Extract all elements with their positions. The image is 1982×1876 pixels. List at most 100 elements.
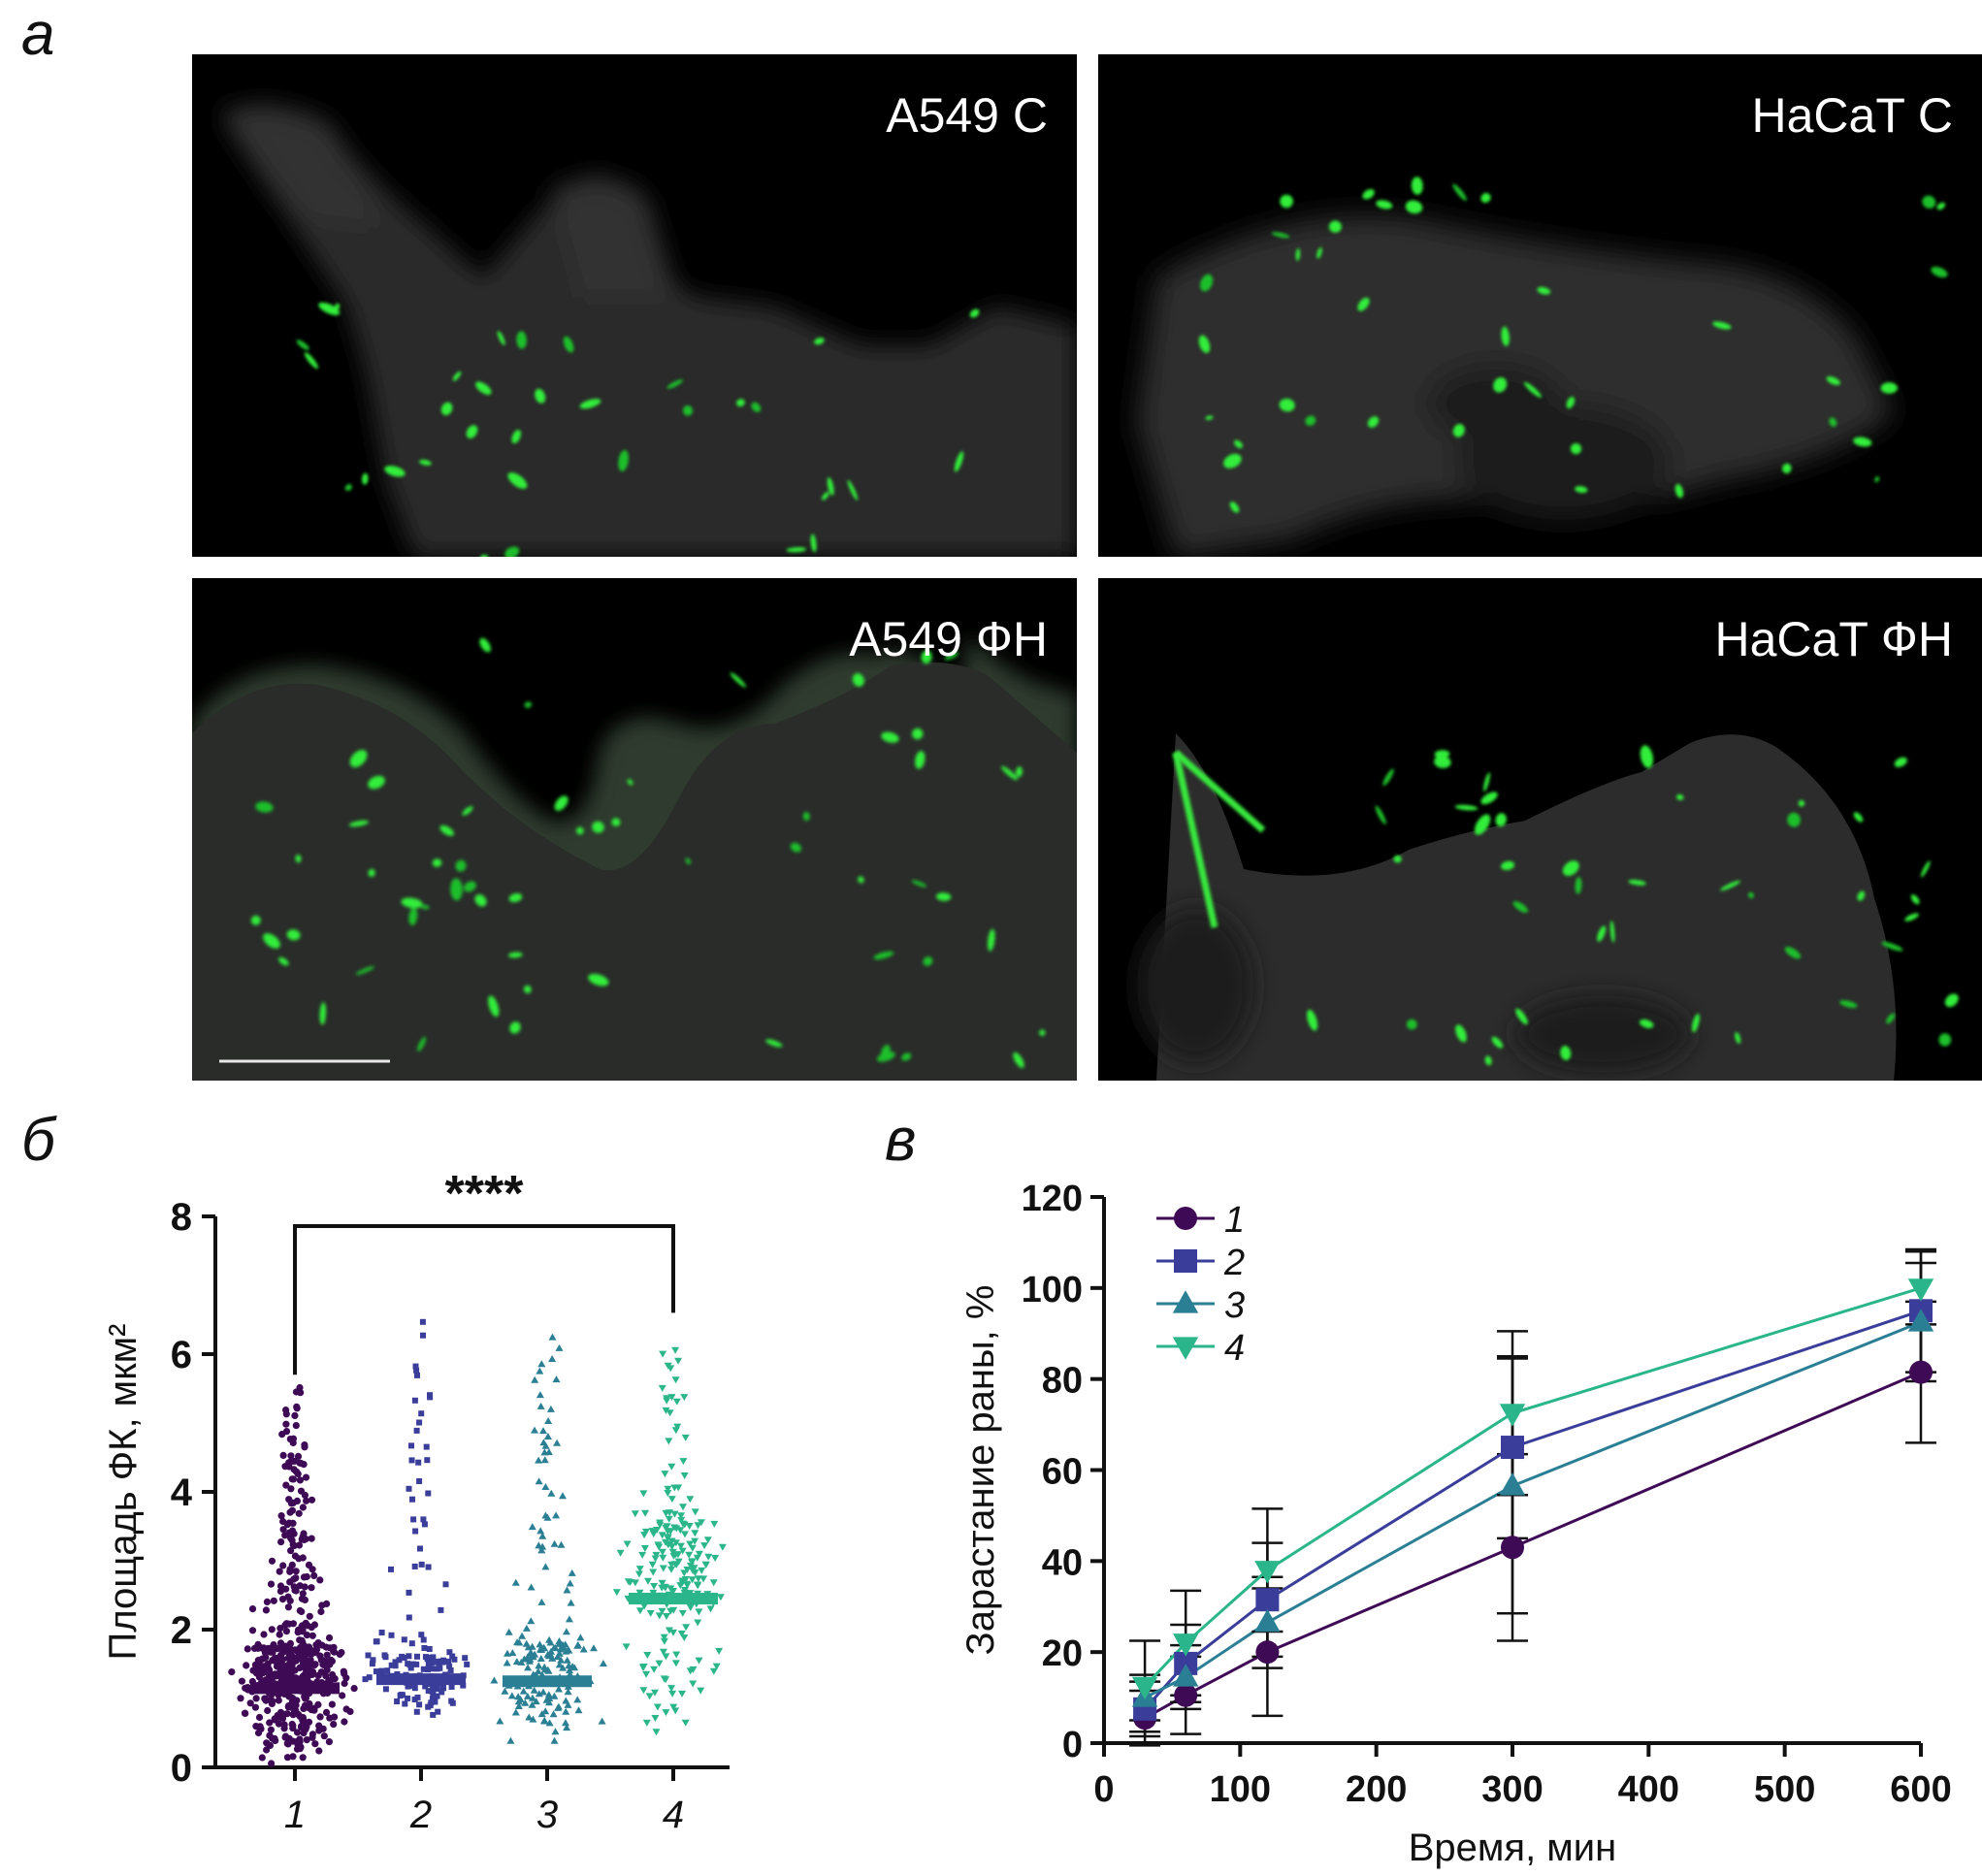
data-point [541,1483,550,1490]
data-point [283,1521,291,1529]
micrograph-hacat-fn-image [1137,733,1959,1081]
data-point [276,1672,284,1680]
data-point [555,1343,564,1351]
data-point [667,1496,676,1504]
data-point [266,1680,274,1688]
data-point [296,1735,304,1743]
data-point [411,1697,418,1702]
data-point [331,1675,339,1683]
data-point [671,1660,680,1667]
data-point [302,1695,309,1702]
data-point [292,1697,300,1704]
data-point [651,1715,660,1722]
data-point [525,1657,534,1665]
data-point [667,1685,676,1693]
data-point [291,1411,299,1419]
data-point [287,1485,295,1493]
data-point [304,1622,311,1630]
data-point [290,1530,298,1537]
fluorescent-spot [1881,941,1903,952]
data-point [630,1593,638,1601]
data-point [284,1675,292,1683]
fluorescent-spot [1039,1029,1046,1036]
data-point [686,1667,695,1675]
data-point [299,1504,307,1511]
data-point [301,1655,309,1663]
data-point [547,1489,556,1497]
data-point [543,1513,552,1521]
data-point [298,1722,306,1730]
data-point [325,1682,333,1691]
fluorescent-spot [881,731,899,743]
data-point [300,1530,308,1537]
data-point [296,1582,304,1590]
data-point [321,1659,329,1666]
data-point [407,1665,414,1671]
micrograph-hacat-fn: HaCaT ФН [1098,578,1982,1081]
data-point [290,1457,299,1465]
data-point [1499,1472,1526,1496]
panel-letter-b: б [21,1107,55,1174]
data-point [427,1681,434,1688]
data-point [658,1584,666,1592]
data-point [662,1407,670,1414]
fluorescent-spot [1016,766,1023,778]
data-point [313,1678,321,1686]
data-point [667,1593,676,1601]
data-point [260,1631,268,1638]
data-point [228,1668,236,1676]
data-point [420,1516,427,1523]
data-point [557,1656,566,1664]
data-point [301,1670,309,1678]
data-point [301,1443,309,1451]
data-point [537,1670,546,1678]
fluorescent-spot [1712,321,1732,330]
series-3 [1129,1261,1936,1722]
fluorescent-spot [1434,750,1450,759]
data-point [324,1684,332,1692]
data-point [560,1643,568,1651]
data-point [277,1668,285,1676]
data-point [657,1594,666,1601]
data-point [434,1693,440,1699]
data-point [680,1595,688,1602]
data-point [275,1697,282,1704]
data-point [641,1528,650,1536]
data-point [439,1659,446,1666]
data-point [370,1657,376,1664]
data-point [299,1627,307,1634]
data-point [251,1661,259,1668]
fluorescent-spot [1839,1000,1858,1008]
fluorescent-spot [786,547,807,553]
data-point [316,1652,324,1660]
data-point [399,1653,406,1660]
data-point [308,1650,315,1658]
fluorescent-spot [1853,437,1872,447]
data-point [662,1509,670,1517]
data-point [648,1561,657,1569]
data-point [418,1632,425,1638]
data-point [638,1664,647,1671]
data-point [655,1543,664,1551]
data-point [564,1682,572,1690]
data-point [292,1574,300,1582]
data-point [282,1683,290,1692]
data-point [276,1582,285,1590]
data-point [282,1410,290,1418]
data-point [296,1476,304,1484]
fluorescent-spot [575,826,584,835]
data-point [312,1641,320,1649]
data-point [394,1674,401,1681]
data-point [524,1664,533,1671]
data-point [635,1589,644,1597]
data-point [302,1473,310,1481]
data-point [411,1397,418,1404]
data-point [671,1707,680,1715]
data-point [664,1535,672,1542]
data-point [244,1686,252,1694]
data-point [432,1681,439,1688]
data-point [576,1677,585,1685]
data-point [695,1657,703,1665]
data-point [416,1419,423,1426]
data-point [294,1629,302,1636]
